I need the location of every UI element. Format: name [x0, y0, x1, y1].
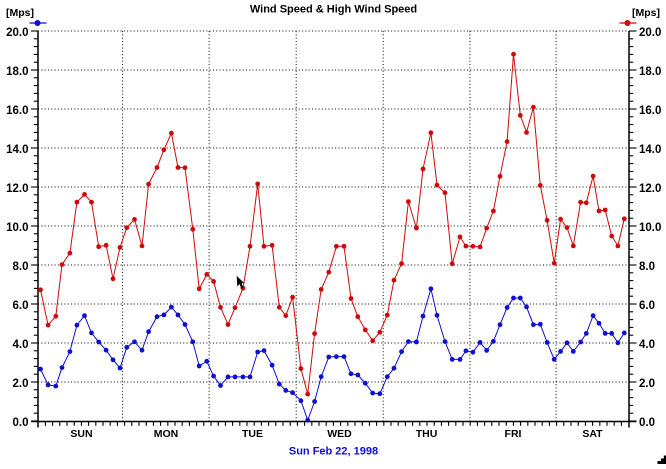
svg-text:8.0: 8.0: [639, 261, 655, 273]
svg-text:16.0: 16.0: [6, 105, 28, 117]
svg-text:Sun Feb 22, 1998: Sun Feb 22, 1998: [289, 446, 378, 458]
svg-text:18.0: 18.0: [639, 66, 661, 78]
svg-text:6.0: 6.0: [639, 300, 655, 312]
svg-text:[Mps]: [Mps]: [6, 7, 34, 19]
svg-text:18.0: 18.0: [6, 66, 28, 78]
svg-text:[Mps]: [Mps]: [632, 7, 660, 19]
svg-text:14.0: 14.0: [6, 144, 28, 156]
svg-text:14.0: 14.0: [639, 144, 661, 156]
svg-text:12.0: 12.0: [6, 183, 28, 195]
svg-text:FRI: FRI: [505, 428, 522, 440]
svg-text:0.0: 0.0: [13, 417, 29, 429]
svg-text:8.0: 8.0: [13, 261, 29, 273]
svg-text:WED: WED: [327, 428, 352, 440]
svg-text:MON: MON: [154, 428, 179, 440]
svg-text:TUE: TUE: [242, 428, 263, 440]
svg-text:SAT: SAT: [582, 428, 603, 440]
svg-text:4.0: 4.0: [13, 339, 29, 351]
svg-text:THU: THU: [416, 428, 438, 440]
svg-text:16.0: 16.0: [639, 105, 661, 117]
svg-text:12.0: 12.0: [639, 183, 661, 195]
svg-text:2.0: 2.0: [639, 378, 655, 390]
svg-text:4.0: 4.0: [639, 339, 655, 351]
svg-text:10.0: 10.0: [639, 222, 661, 234]
svg-text:Wind Speed & High Wind Speed: Wind Speed & High Wind Speed: [250, 4, 417, 16]
svg-text:20.0: 20.0: [639, 27, 661, 39]
svg-text:0.0: 0.0: [639, 417, 655, 429]
svg-text:2.0: 2.0: [13, 378, 29, 390]
svg-text:6.0: 6.0: [13, 300, 29, 312]
svg-text:10.0: 10.0: [6, 222, 28, 234]
svg-text:20.0: 20.0: [6, 27, 28, 39]
svg-text:SUN: SUN: [70, 428, 92, 440]
